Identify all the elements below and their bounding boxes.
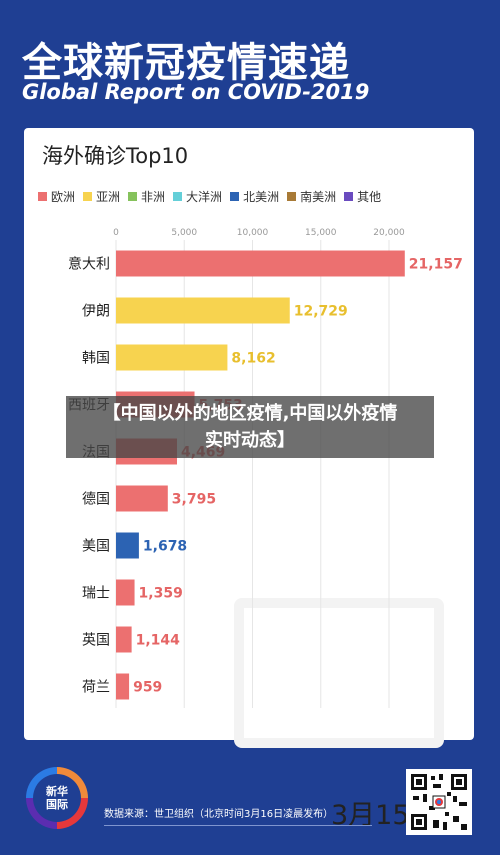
legend-item-north-america: 北美洲 xyxy=(230,188,279,205)
value-label: 1,678 xyxy=(143,539,187,555)
x-tick-label: 20,000 xyxy=(373,228,405,238)
bar xyxy=(116,626,132,653)
category-label: 韩国 xyxy=(82,351,110,367)
legend-swatch xyxy=(83,191,93,201)
x-tick-label: 15,000 xyxy=(305,228,337,238)
legend-item-africa: 非洲 xyxy=(128,188,165,205)
bar xyxy=(116,297,290,324)
value-label: 8,162 xyxy=(231,351,275,367)
page-subtitle: Global Report on COVID-2019 xyxy=(22,80,370,104)
overlay-line-2: 实时动态】 xyxy=(205,430,295,451)
legend-swatch xyxy=(287,191,297,201)
legend: 欧洲 亚洲 非洲 大洋洲 北美洲 南美洲 xyxy=(38,186,468,206)
category-label: 瑞士 xyxy=(82,586,110,602)
legend-label: 亚洲 xyxy=(96,189,121,204)
category-label: 意大利 xyxy=(68,256,110,273)
category-label: 荷兰 xyxy=(82,680,110,696)
category-label: 伊朗 xyxy=(82,304,110,320)
legend-item-oceania: 大洋洲 xyxy=(173,188,222,205)
source-underline xyxy=(104,825,372,826)
legend-item-south-america: 南美洲 xyxy=(287,188,336,205)
value-label: 21,157 xyxy=(409,257,463,273)
legend-swatch xyxy=(230,191,240,201)
x-tick-label: 0 xyxy=(113,228,119,238)
overlay-line-1: 【中国以外的地区疫情,中国以外疫情 xyxy=(102,403,398,424)
x-tick-label: 10,000 xyxy=(237,228,269,238)
data-source: 数据来源：世卫组织（北京时间3月16日凌晨发布） xyxy=(104,809,334,820)
value-label: 1,144 xyxy=(136,633,181,649)
legend-label: 其他 xyxy=(357,189,382,204)
bar xyxy=(116,344,228,371)
legend-swatch xyxy=(173,191,183,201)
category-label: 英国 xyxy=(82,632,110,649)
category-label: 德国 xyxy=(82,492,110,508)
legend-label: 南美洲 xyxy=(300,189,337,204)
bar xyxy=(116,485,168,512)
bar xyxy=(116,250,405,277)
legend-swatch xyxy=(128,191,138,201)
legend-swatch xyxy=(38,191,47,201)
legend-item-asia: 亚洲 xyxy=(83,188,120,205)
xinhua-logo: 新华 国际 xyxy=(26,767,88,829)
bar xyxy=(116,673,130,700)
page-title: 全球新冠疫情速递 xyxy=(22,40,350,86)
value-label: 1,359 xyxy=(139,586,183,602)
value-label: 959 xyxy=(133,680,162,696)
legend-item-europe: 欧洲 xyxy=(38,188,75,205)
legend-label: 欧洲 xyxy=(51,189,76,204)
legend-label: 非洲 xyxy=(141,189,166,204)
bar xyxy=(116,532,139,559)
legend-label: 北美洲 xyxy=(243,189,280,204)
value-label: 12,729 xyxy=(294,304,348,320)
category-label: 美国 xyxy=(82,539,110,555)
legend-swatch xyxy=(344,191,354,201)
watermark-shape xyxy=(234,598,444,748)
bar xyxy=(116,579,135,606)
legend-item-other: 其他 xyxy=(344,188,381,205)
logo-text-line-1: 新华 xyxy=(46,785,68,798)
x-tick-label: 5,000 xyxy=(171,228,197,238)
overlay-banner: 【中国以外的地区疫情,中国以外疫情 实时动态】 xyxy=(66,396,434,458)
logo-text-line-2: 国际 xyxy=(46,798,68,811)
value-label: 3,795 xyxy=(172,492,216,508)
logo-text: 新华 国际 xyxy=(33,774,81,822)
qr-code-icon xyxy=(409,772,469,832)
qr-code[interactable] xyxy=(406,769,472,835)
legend-label: 大洋洲 xyxy=(186,189,223,204)
chart-title: 海外确诊Top10 xyxy=(42,144,189,168)
